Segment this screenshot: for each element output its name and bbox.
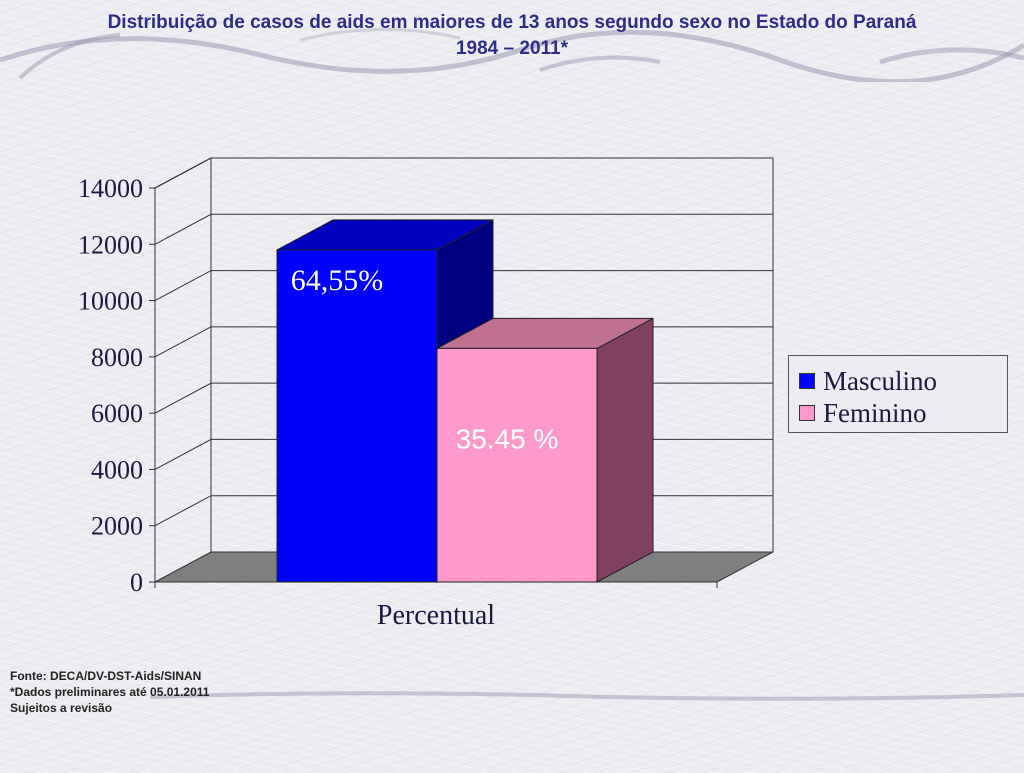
legend-item-feminino: Feminino [799, 396, 927, 430]
bar-masculino [276, 249, 438, 583]
legend-label-feminino: Feminino [823, 397, 927, 428]
legend-label-masculino: Masculino [823, 365, 937, 396]
bar-label-masculino: 64,55% [291, 264, 384, 297]
legend-item-masculino: Masculino [799, 364, 937, 398]
bar-feminino [436, 347, 598, 583]
decorative-swirls [0, 27, 1024, 82]
gridline [154, 157, 773, 189]
legend-swatch-feminino [799, 405, 815, 421]
y-tick-label: 2000 [91, 512, 143, 541]
y-tick-label: 8000 [91, 343, 143, 372]
y-tick-label: 10000 [78, 287, 143, 316]
y-tick-label: 14000 [78, 174, 143, 203]
decorative-footer-swirl [150, 691, 1024, 701]
y-tick-label: 0 [130, 568, 143, 597]
title-line-2: 1984 – 2011* [455, 38, 568, 59]
y-tick-label: 4000 [91, 455, 143, 484]
footer-notes: Fonte: DECA/DV-DST-Aids/SINAN *Dados pre… [10, 668, 209, 716]
legend-swatch-masculino [799, 373, 815, 389]
gridline [154, 213, 773, 245]
y-tick-label: 6000 [91, 399, 143, 428]
revision-note: Sujeitos a revisão [10, 701, 113, 715]
bar-side-feminino [596, 317, 654, 583]
y-tick-label: 12000 [78, 230, 143, 259]
x-axis-label: Percentual [377, 600, 495, 631]
source-note: Fonte: DECA/DV-DST-Aids/SINAN [10, 669, 202, 683]
title-line-1: Distribuição de casos de aids em maiores… [107, 12, 917, 33]
chart-legend: Masculino Feminino [788, 355, 1008, 433]
bar-label-feminino: 35.45 % [456, 423, 559, 454]
slide-title: Distribuição de casos de aids em maiores… [0, 10, 1024, 62]
preliminary-note: *Dados preliminares até 05.01.2011 [10, 685, 210, 699]
slide-header: Distribuição de casos de aids em maiores… [0, 0, 1024, 82]
gridline [154, 270, 773, 302]
